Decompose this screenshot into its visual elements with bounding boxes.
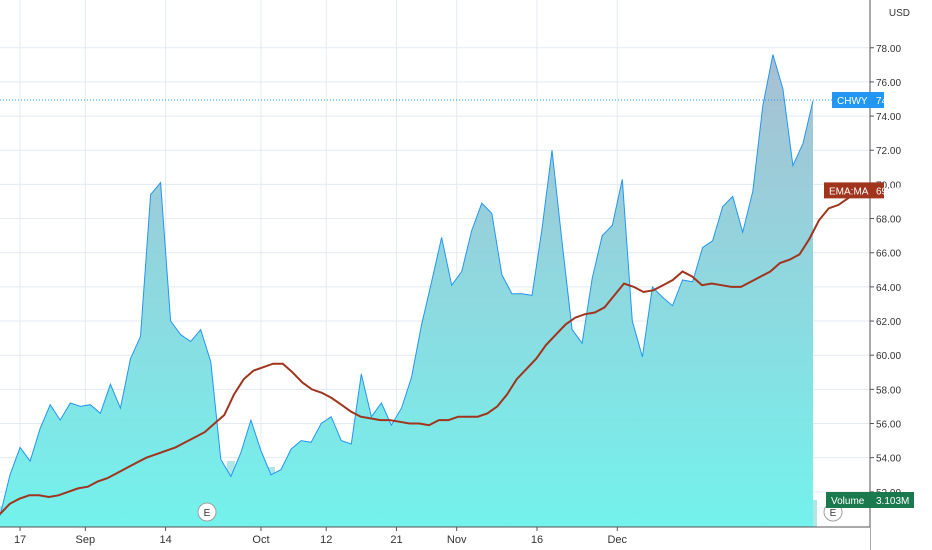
volume-label: Volume 3.103M	[826, 492, 914, 508]
x-axis-ticks: 17 Sep 14 Oct 12 21 Nov 16 Dec	[14, 527, 628, 546]
x-tick-label: Sep	[76, 534, 96, 546]
time-axis[interactable]	[0, 526, 870, 550]
earnings-marker-circle	[197, 502, 217, 522]
volume-label-name: Volume	[831, 496, 865, 507]
price-label-symbol: CHWY	[837, 96, 868, 107]
y-tick-label: 66.00	[876, 249, 901, 260]
x-tick-label: Oct	[252, 534, 269, 546]
y-tick-label: 72.00	[876, 146, 901, 157]
price-area	[0, 54, 813, 527]
y-tick-label: 58.00	[876, 385, 901, 396]
x-tick-label: 17	[14, 534, 26, 546]
x-tick-label: Dec	[607, 534, 627, 546]
y-tick-label: 68.00	[876, 215, 901, 226]
y-tick-label: 56.00	[876, 420, 901, 431]
y-tick-label: 74.00	[876, 112, 901, 123]
price-label-value: 74.94	[876, 96, 901, 107]
x-tick-label: 14	[159, 534, 171, 546]
price-axis[interactable]	[869, 0, 932, 550]
ema-label-name: EMA:MA	[829, 186, 869, 197]
y-tick-label: 54.00	[876, 454, 901, 465]
ema-line	[0, 188, 859, 515]
volume-label-value: 3.103M	[876, 496, 909, 507]
earnings-marker-label: E	[204, 508, 211, 519]
earnings-marker[interactable]: E	[197, 502, 217, 522]
x-tick-label: Nov	[447, 534, 467, 546]
y-tick-label: 70.00	[876, 180, 901, 191]
ema-label-value: 69.65	[876, 186, 901, 197]
y-tick-label: 62.00	[876, 317, 901, 328]
x-tick-label: 21	[390, 534, 402, 546]
price-line	[0, 54, 814, 516]
currency-label: USD	[889, 8, 910, 19]
earnings-marker-label: E	[830, 508, 837, 519]
ema-label: EMA:MA 69.65	[824, 182, 901, 199]
y-tick-label: 76.00	[876, 78, 901, 89]
x-tick-label: 16	[531, 534, 543, 546]
y-tick-label: 64.00	[876, 283, 901, 294]
y-tick-label: 78.00	[876, 44, 901, 55]
x-tick-label: 12	[320, 534, 332, 546]
price-label: CHWY 74.94	[832, 92, 901, 109]
y-tick-label: 60.00	[876, 351, 901, 362]
